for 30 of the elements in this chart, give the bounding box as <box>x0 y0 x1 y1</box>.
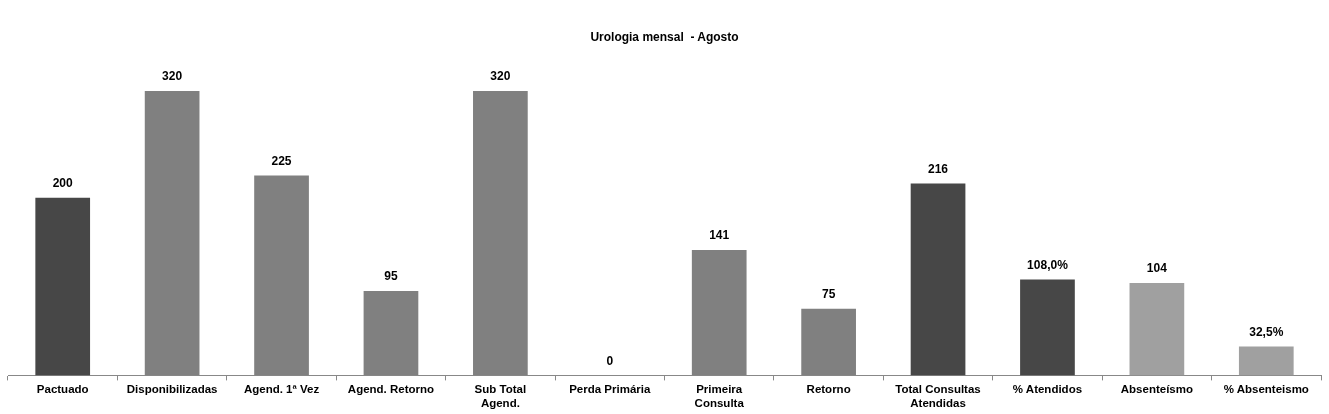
bar <box>1238 346 1294 376</box>
x-tick-label: Agend. Retorno <box>347 383 435 396</box>
data-label: 225 <box>271 153 292 168</box>
bar <box>35 197 91 376</box>
data-label: 320 <box>162 69 183 84</box>
data-label: 95 <box>384 269 398 284</box>
x-tick-label: Retorno <box>806 383 851 396</box>
data-label: 32,5% <box>1249 324 1284 339</box>
x-tick-label: % Absenteismo <box>1223 383 1309 396</box>
x-tick-label: Pactuado <box>36 383 89 396</box>
x-tick-label: Disponibilizadas <box>126 383 218 396</box>
bar <box>910 183 966 376</box>
x-tick-label: Absenteísmo <box>1120 383 1193 396</box>
data-label: 75 <box>821 287 836 302</box>
data-label: 104 <box>1146 261 1168 276</box>
x-tick-label: Perda Primária <box>569 383 651 396</box>
bar <box>1129 282 1185 376</box>
data-label: 320 <box>490 69 511 84</box>
x-tick-label: % Atendidos <box>1012 383 1083 396</box>
x-tick-label: Sub Total Agend. <box>474 383 527 410</box>
data-label: 0 <box>606 353 614 368</box>
x-tick-label: Primeira Consulta <box>694 383 745 410</box>
data-label: 141 <box>709 228 730 243</box>
x-tick-label: Agend. 1ª Vez <box>243 383 320 396</box>
data-label: 200 <box>52 176 74 190</box>
data-label: 216 <box>928 161 949 176</box>
x-tick-label: Total Consultas Atendidas <box>895 383 981 410</box>
chart-title: Urologia mensal - Agosto <box>590 29 739 44</box>
data-label: 108,0% <box>1027 257 1069 272</box>
bar <box>1020 279 1075 376</box>
